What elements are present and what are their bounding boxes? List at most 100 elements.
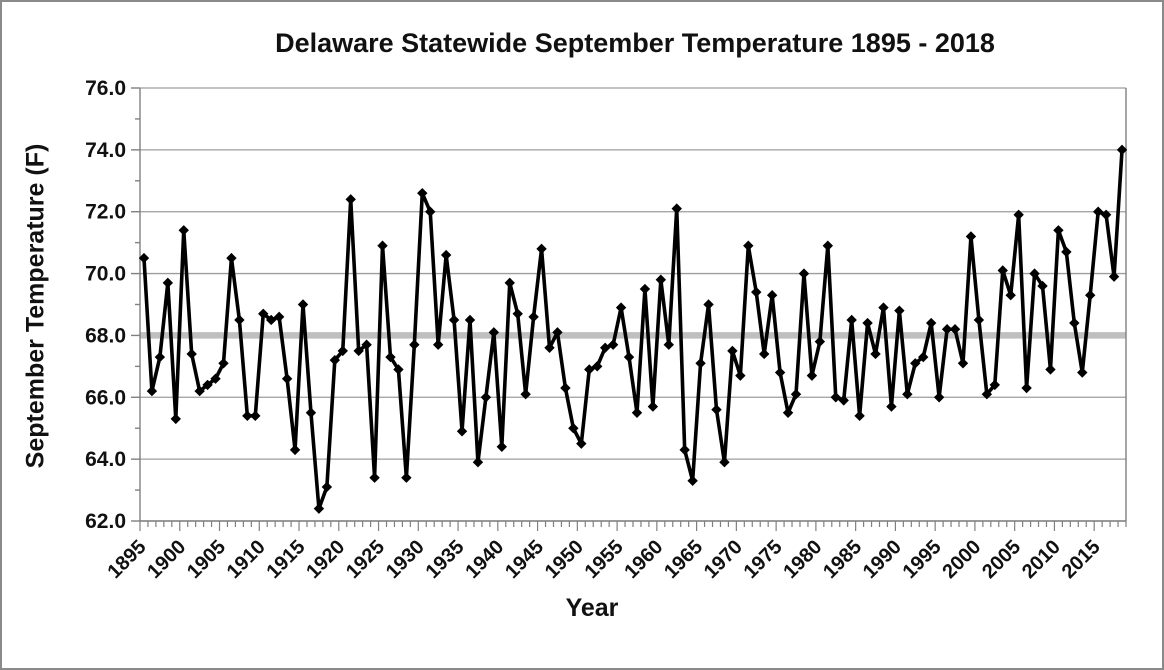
data-point-marker — [448, 314, 460, 326]
data-point-marker — [576, 438, 587, 449]
data-point-marker — [973, 314, 985, 326]
x-tick-label: 1925 — [342, 536, 389, 583]
data-point-marker — [250, 410, 261, 422]
y-axis-ticks — [131, 87, 140, 522]
data-point-marker — [671, 203, 682, 214]
data-point-marker — [925, 317, 937, 329]
data-point-marker — [751, 286, 762, 298]
data-point-marker — [703, 299, 714, 310]
data-point-marker — [520, 388, 531, 400]
data-point-marker — [266, 314, 277, 326]
data-point-marker — [186, 348, 197, 360]
data-point-marker — [472, 457, 484, 468]
data-point-marker — [655, 274, 667, 285]
y-tick-label: 76.0 — [85, 77, 126, 100]
x-tick-label: 1980 — [779, 536, 826, 583]
data-point-marker — [647, 401, 659, 412]
y-tick-label: 62.0 — [85, 510, 126, 533]
x-tick-label: 1965 — [660, 536, 707, 583]
x-tick-label: 1985 — [819, 536, 866, 583]
temperature-line — [142, 149, 1124, 511]
data-point-marker — [1061, 246, 1072, 258]
data-point-marker — [226, 252, 237, 264]
data-point-marker — [631, 407, 643, 418]
data-point-marker — [218, 358, 229, 369]
y-tick-label: 64.0 — [85, 448, 126, 471]
data-point-marker — [178, 225, 189, 236]
data-point-marker — [790, 388, 802, 400]
data-point-marker — [273, 311, 285, 323]
data-point-marker — [440, 249, 452, 261]
data-point-marker — [329, 354, 341, 366]
x-tick-label: 1955 — [581, 536, 628, 583]
x-tick-label: 1895 — [103, 536, 150, 583]
data-point-marker — [568, 423, 579, 434]
data-point-marker — [258, 308, 269, 319]
data-point-marker — [957, 358, 969, 369]
x-tick-label: 2005 — [978, 536, 1025, 583]
data-point-marker — [305, 407, 317, 418]
x-axis-title: Year — [565, 594, 619, 622]
data-point-marker — [822, 240, 834, 251]
data-point-marker — [1116, 144, 1128, 156]
data-point-marker — [297, 299, 309, 310]
x-axis-ticks — [139, 521, 1127, 531]
data-point-marker — [910, 358, 921, 369]
x-tick-label: 1915 — [263, 536, 310, 583]
data-point-marker — [385, 351, 396, 363]
data-point-marker — [878, 302, 889, 313]
data-point-marker — [281, 373, 293, 384]
data-point-marker — [1100, 209, 1112, 221]
data-point-marker — [814, 336, 826, 347]
data-point-marker — [146, 385, 158, 397]
x-tick-label: 1990 — [859, 536, 906, 583]
data-point-marker — [886, 401, 897, 412]
data-point-marker — [894, 305, 905, 316]
x-tick-label: 1995 — [899, 536, 946, 583]
data-point-marker — [838, 395, 849, 406]
x-tick-label: 1910 — [223, 536, 270, 583]
y-tick-label: 70.0 — [85, 263, 126, 286]
data-point-marker — [560, 382, 571, 394]
data-point-marker — [727, 345, 738, 357]
data-point-marker — [870, 348, 881, 360]
data-point-marker — [432, 339, 444, 350]
data-point-marker — [599, 342, 611, 353]
data-point-marker — [798, 268, 810, 279]
data-point-marker — [401, 472, 412, 483]
data-point-marker — [425, 206, 436, 217]
data-point-marker — [552, 327, 563, 338]
data-point-marker — [854, 410, 865, 422]
data-point-marker — [965, 231, 977, 242]
data-point-marker — [361, 339, 372, 350]
x-tick-label: 1960 — [620, 536, 667, 583]
data-point-marker — [1077, 367, 1088, 378]
data-point-marker — [584, 364, 595, 375]
data-point-marker — [1005, 290, 1016, 301]
x-tick-label: 1975 — [740, 536, 787, 583]
data-point-marker — [687, 475, 698, 486]
data-point-marker — [1021, 382, 1032, 394]
data-point-marker — [663, 339, 674, 350]
y-tick-label: 66.0 — [85, 386, 126, 409]
data-point-marker — [345, 194, 356, 205]
data-point-marker — [369, 472, 380, 483]
data-point-marker — [464, 314, 476, 326]
data-point-marker — [639, 283, 651, 295]
x-tick-label: 2015 — [1058, 536, 1105, 583]
x-tick-label: 2010 — [1018, 536, 1065, 583]
x-tick-label: 1970 — [700, 536, 747, 583]
data-point-marker — [941, 324, 953, 335]
data-point-marker — [1053, 225, 1064, 236]
data-point-marker — [743, 240, 754, 251]
data-point-marker — [544, 342, 555, 353]
data-point-marker — [409, 339, 420, 350]
data-point-marker — [512, 308, 523, 319]
data-point-marker — [719, 457, 730, 468]
data-point-marker — [456, 426, 468, 437]
data-point-marker — [918, 351, 929, 363]
data-point-marker — [623, 351, 635, 363]
data-point-marker — [981, 388, 993, 400]
data-point-marker — [496, 441, 507, 452]
